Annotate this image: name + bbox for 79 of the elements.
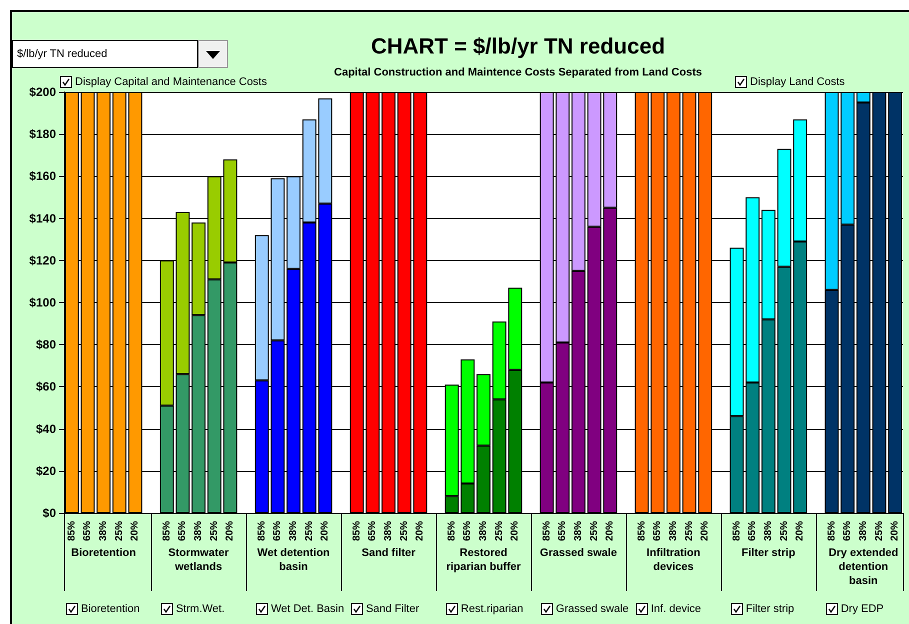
x-tick-label: 20% — [130, 520, 141, 542]
text: Filter strip — [746, 603, 794, 615]
text: Display Capital and Maintenance Costs — [75, 76, 267, 88]
x-tick-label: 85% — [256, 520, 268, 542]
y-tick-label: $100 — [29, 296, 56, 310]
text: Bioretention — [81, 603, 140, 615]
text: Display Land Costs — [750, 76, 845, 88]
x-tick-label: 65% — [367, 520, 378, 542]
x-tick-label: 20% — [604, 520, 616, 542]
text: Bioretention — [70, 546, 137, 560]
text: Stormwater wetlands — [167, 546, 230, 574]
y-tick-label: $180 — [29, 127, 56, 142]
x-tick-label: 25% — [304, 520, 315, 542]
y-tick-label: $80 — [36, 338, 56, 352]
x-tick-label: 20% — [510, 520, 521, 542]
x-tick-label: 38% — [762, 520, 774, 542]
x-tick-label: 38% — [858, 520, 869, 542]
x-tick-label: 38% — [572, 520, 584, 542]
text: Infiltration devices — [646, 546, 702, 574]
x-tick-label: 38% — [288, 520, 300, 542]
x-tick-label: 20% — [320, 520, 331, 542]
x-tick-label: 25% — [114, 520, 125, 542]
text: Wet detention basin — [256, 546, 331, 574]
x-tick-label: 20% — [890, 520, 901, 542]
x-tick-label: 25% — [398, 520, 410, 542]
text: Wet Det. Basin — [270, 603, 344, 615]
x-tick-label: 85% — [161, 520, 172, 542]
x-tick-label: 25% — [684, 520, 695, 542]
text: Inf. device — [650, 603, 702, 615]
x-tick-label: 25% — [208, 520, 220, 542]
text: $/lb/yr TN reduced — [12, 40, 198, 68]
x-tick-label: 25% — [778, 520, 790, 542]
x-tick-label: 65% — [272, 520, 284, 542]
x-tick-label: 38% — [193, 520, 204, 542]
text: Sand Filter — [366, 603, 420, 615]
text: Grassed swale — [556, 603, 629, 615]
text: Dry EDP — [840, 603, 884, 615]
x-tick-label: 25% — [494, 520, 505, 542]
x-tick-label: 65% — [557, 520, 568, 542]
x-tick-label: 65% — [177, 520, 188, 542]
chart-title: CHART = $/lb/yr TN reduced — [370, 34, 666, 58]
x-tick-label: 85% — [636, 520, 648, 542]
x-tick-label: 65% — [842, 520, 854, 542]
x-tick-label: 25% — [588, 520, 600, 542]
x-tick-label: 20% — [794, 520, 806, 542]
x-tick-label: 65% — [462, 520, 474, 542]
x-tick-label: 38% — [668, 520, 679, 542]
x-tick-label: 85% — [351, 520, 362, 542]
text: Restored riparian buffer — [445, 546, 522, 574]
text: Grassed swale — [538, 546, 618, 560]
x-tick-label: 85% — [446, 520, 458, 542]
y-tick-label: $120 — [29, 253, 56, 268]
x-tick-label: 65% — [652, 520, 664, 542]
text: Filter strip — [740, 546, 796, 560]
x-tick-label: 20% — [224, 520, 236, 542]
y-tick-label: $20 — [36, 464, 56, 478]
x-tick-label: 85% — [541, 520, 552, 542]
x-tick-label: 85% — [826, 520, 838, 542]
x-tick-label: 20% — [414, 520, 426, 542]
x-tick-label: 38% — [478, 520, 489, 542]
y-tick-label: $40 — [36, 422, 56, 436]
x-tick-label: 38% — [98, 520, 110, 542]
chart-subtitle: Capital Construction and Maintence Costs Separated from Land Costs — [334, 66, 702, 78]
y-tick-label: $200 — [29, 85, 56, 99]
x-tick-label: 38% — [383, 520, 394, 542]
y-tick-label: $0 — [42, 506, 56, 520]
x-tick-label: 20% — [700, 520, 711, 542]
text: Dry extended detention basin — [828, 546, 900, 588]
x-tick-label: 65% — [82, 520, 94, 542]
x-tick-label: 25% — [874, 520, 885, 542]
x-tick-label: 65% — [747, 520, 758, 542]
y-tick-label: $60 — [36, 380, 56, 394]
text: Rest.riparian — [460, 603, 524, 615]
text: Strm.Wet. — [176, 603, 225, 615]
x-tick-label: 85% — [731, 520, 742, 542]
y-tick-label: $160 — [29, 169, 56, 184]
y-tick-label: $140 — [29, 211, 56, 226]
x-tick-label: 85% — [66, 520, 78, 542]
text: Sand filter — [360, 546, 416, 560]
